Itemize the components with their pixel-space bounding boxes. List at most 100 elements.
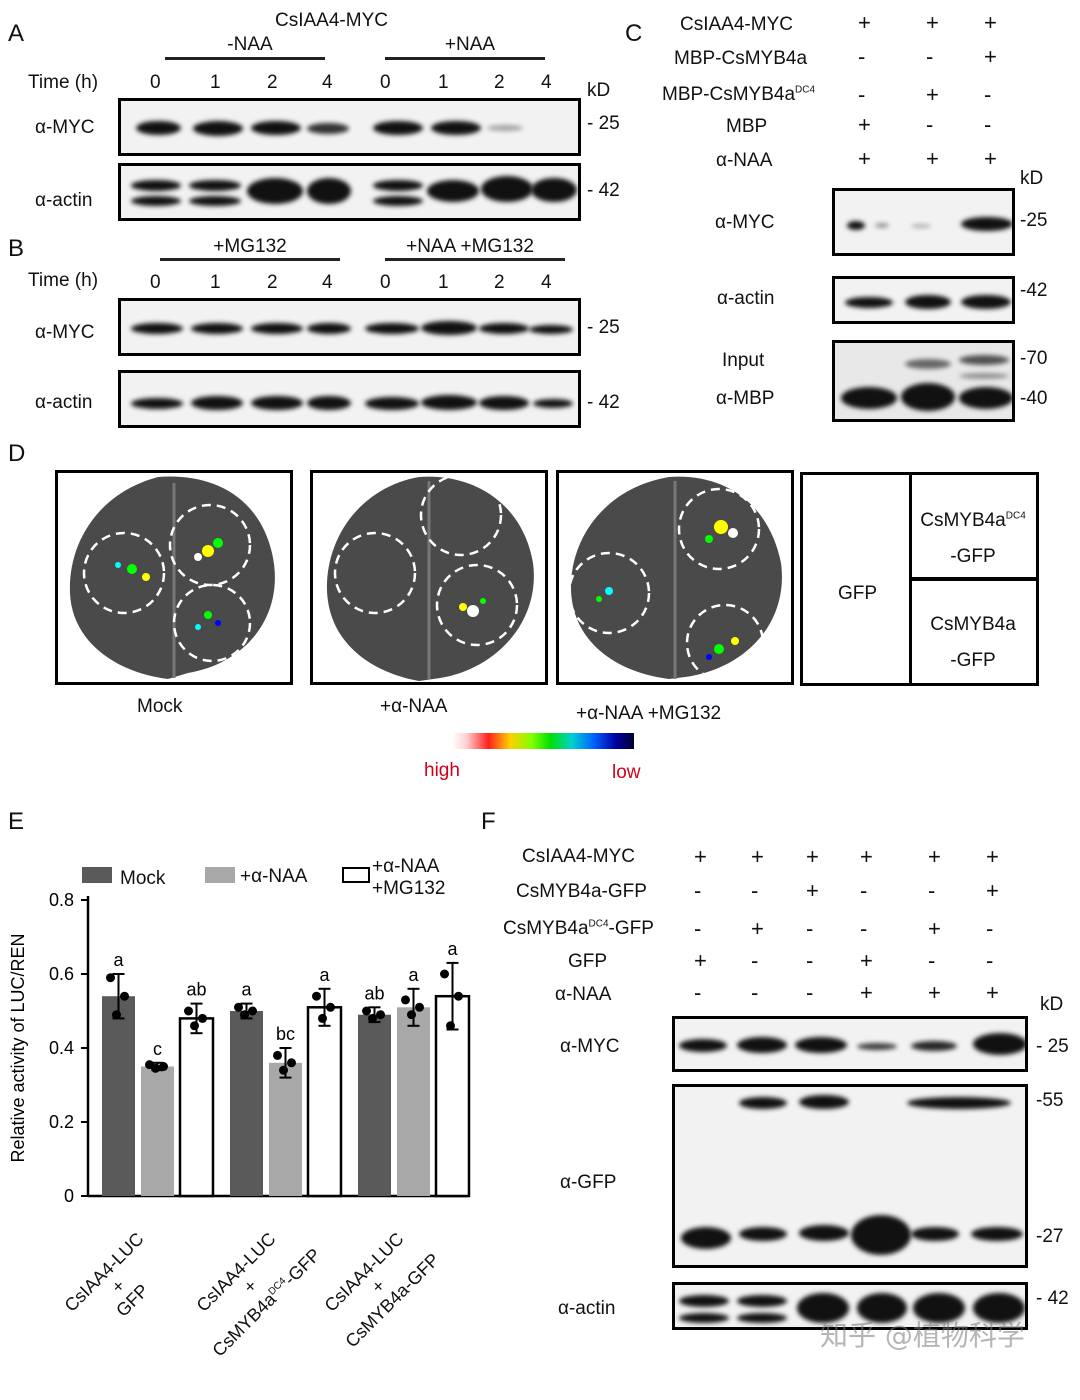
leaf-caption-naa-mg132: +α-NAA +MG132 [576, 703, 722, 724]
panel-d-label: D [8, 440, 26, 467]
y-tick-label: 0.6 [49, 964, 74, 984]
panel-a-group-1-line [165, 57, 325, 60]
panel-f-myc-blot [672, 1016, 1028, 1072]
panel-b-myc-blot [118, 298, 581, 356]
panel-c-sign: - [984, 112, 992, 137]
panel-f-sign: + [806, 878, 819, 903]
panel-f-sign: - [928, 948, 936, 973]
panel-f-actin-blot [672, 1282, 1028, 1330]
panel-c-kd: kD [1020, 168, 1044, 189]
panel-f-gfp-blot [672, 1084, 1028, 1268]
panel-f-sign: + [860, 980, 873, 1005]
panel-f-sign: - [806, 916, 814, 941]
panel-c-mbp-blot [832, 340, 1015, 422]
panel-c-blot-myc-label: α-MYC [715, 212, 775, 233]
panel-b-time-2: 2 [267, 272, 278, 293]
panel-a-time-4: 0 [380, 72, 391, 93]
panel-f-marker-27: -27 [1036, 1226, 1064, 1247]
bar [306, 1006, 343, 1198]
panel-f-sign: + [986, 878, 999, 903]
panel-f-sign: - [751, 948, 759, 973]
panel-c-row-2: MBP-CsMYB4aDC4 [662, 84, 816, 105]
significance-letter: ab [186, 980, 206, 1000]
panel-f-sign: + [751, 844, 764, 869]
data-point [198, 1013, 207, 1023]
bar [102, 996, 135, 1196]
panel-c-sign: - [926, 44, 934, 69]
panel-f-kd: kD [1040, 994, 1064, 1015]
panel-b-time-6: 2 [494, 272, 505, 293]
data-point [454, 991, 463, 1001]
y-axis-label: Relative activity of LUC/REN [8, 933, 28, 1162]
bar [230, 1011, 263, 1196]
panel-f-row-3: GFP [568, 951, 608, 972]
panel-f-sign: - [751, 878, 759, 903]
data-point [184, 1006, 193, 1016]
panel-b-marker-42: - 42 [587, 392, 620, 413]
data-point [234, 1002, 243, 1012]
bar [434, 994, 471, 1198]
panel-c-sign: + [926, 146, 939, 171]
panel-f-sign: - [806, 980, 814, 1005]
panel-c-marker-42: -42 [1020, 280, 1048, 301]
panel-d-legend-wt-suffix: -GFP [950, 650, 996, 671]
significance-letter: a [408, 965, 419, 985]
panel-a-time-0: 0 [150, 72, 161, 93]
panel-c-blot-actin-label: α-actin [717, 288, 775, 309]
panel-f-sign: + [694, 948, 707, 973]
panel-b-time-7: 4 [541, 272, 552, 293]
panel-f-sign: + [806, 844, 819, 869]
significance-letter: a [113, 950, 124, 970]
panel-a-time-1: 1 [210, 72, 221, 93]
leaf-image-naa-mg132 [556, 470, 794, 685]
panel-b-label: B [8, 235, 25, 262]
panel-b-row-myc: α-MYC [35, 322, 95, 343]
data-point [240, 1010, 249, 1020]
panel-f-marker-42: - 42 [1036, 1288, 1069, 1309]
watermark: 知乎 @植物科学 [820, 1319, 1025, 1352]
panel-a-group-2: +NAA [444, 34, 496, 55]
bar [141, 1066, 174, 1196]
legend-label-mock: Mock [120, 868, 166, 889]
data-point [120, 991, 129, 1001]
panel-a-time-5: 1 [438, 72, 449, 93]
bar [178, 1017, 215, 1198]
panel-c-mbp-label: α-MBP [716, 388, 775, 409]
data-point [318, 1013, 327, 1023]
panel-b-row-actin: α-actin [35, 392, 93, 413]
panel-b-group-2-line [385, 258, 565, 261]
panel-c-actin-blot [832, 276, 1015, 324]
panel-c-sign: + [858, 146, 871, 171]
data-point [440, 969, 449, 979]
panel-f-sign: + [694, 844, 707, 869]
bar [358, 1014, 391, 1196]
panel-c-sign: - [858, 44, 866, 69]
significance-letter: a [319, 965, 330, 985]
color-scale-high: high [424, 760, 460, 781]
panel-b-time-0: 0 [150, 272, 161, 293]
y-tick-label: 0.8 [49, 890, 74, 910]
panel-c-marker-40: -40 [1020, 388, 1048, 409]
panel-f-sign: + [928, 980, 941, 1005]
panel-f-row-4: α-NAA [555, 984, 612, 1005]
panel-b-time-4: 0 [380, 272, 391, 293]
data-point [106, 973, 115, 983]
significance-letter: a [447, 939, 458, 959]
panel-c-sign: - [858, 82, 866, 107]
data-point [362, 1006, 371, 1016]
panel-f-sign: + [860, 844, 873, 869]
data-point [112, 1010, 121, 1020]
data-point [287, 1058, 296, 1068]
legend-swatch-naa-mg132 [342, 867, 370, 883]
color-scale-bar [452, 733, 634, 749]
panel-a-time-label: Time (h) [28, 72, 99, 93]
panel-f-row-1: CsMYB4a-GFP [516, 881, 647, 902]
bar-chart: 0 0.2 0.4 0.6 0.8 Relative activity of LUC/RE… [8, 890, 471, 1206]
panel-a-time-2: 2 [267, 72, 278, 93]
data-point [273, 1050, 282, 1060]
panel-c-sign: + [858, 112, 871, 137]
significance-letter: ab [364, 983, 384, 1003]
panel-f-sign: + [928, 844, 941, 869]
legend-label-naa-mg132-1: +α-NAA [372, 856, 440, 877]
panel-b-time-3: 4 [322, 272, 333, 293]
